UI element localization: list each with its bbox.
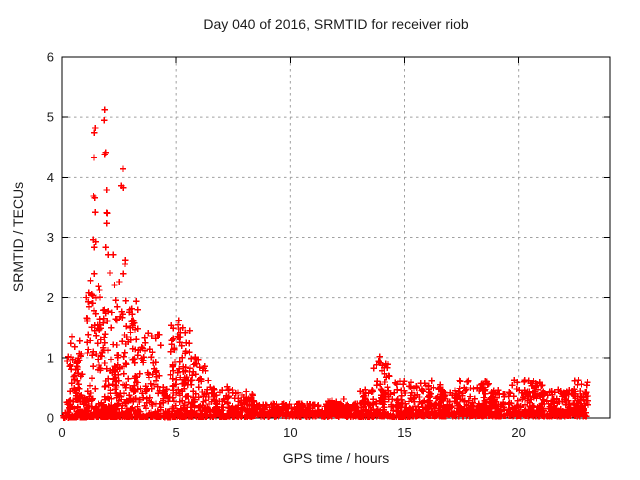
x-tick-label: 10 (283, 425, 297, 440)
y-tick-label: 6 (47, 50, 54, 65)
y-tick-label: 2 (47, 290, 54, 305)
x-tick-label: 15 (397, 425, 411, 440)
x-tick-label: 5 (173, 425, 180, 440)
plot-border (61, 56, 611, 419)
x-axis-label: GPS time / hours (282, 450, 390, 466)
y-axis-label: SRMTID / TECUs (10, 181, 26, 293)
data-points (60, 106, 592, 422)
y-tick-label: 4 (47, 170, 54, 185)
x-tick-label: 0 (58, 425, 65, 440)
y-tick-label: 1 (47, 350, 54, 365)
y-tick-label: 0 (47, 411, 54, 426)
chart-title: Day 040 of 2016, SRMTID for receiver rio… (203, 16, 469, 32)
x-tick-label: 20 (511, 425, 525, 440)
y-tick-label: 5 (47, 110, 54, 125)
y-tick-label: 3 (47, 230, 54, 245)
